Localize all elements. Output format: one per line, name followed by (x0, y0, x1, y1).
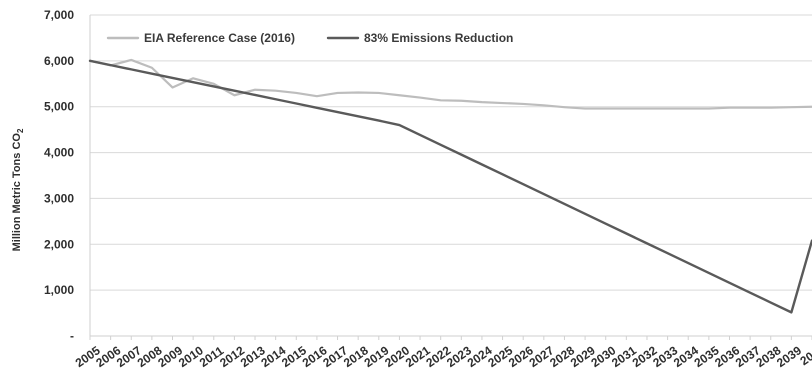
eia-reference-legend-label: EIA Reference Case (2016) (144, 31, 295, 45)
y-tick-label: 1,000 (44, 283, 74, 297)
y-axis-title-main: Million Metric Tons CO (11, 133, 23, 252)
series-layer (88, 58, 812, 314)
y-tick-label: 6,000 (44, 54, 74, 68)
x-axis: 2005200620072008200920102011201220132014… (73, 335, 812, 370)
y-tick-label: 7,000 (44, 8, 74, 22)
series-eia-reference-line (88, 58, 812, 110)
gridlines (90, 14, 812, 337)
series-emissions-reduction-line (88, 59, 812, 314)
y-tick-label: 4,000 (44, 146, 74, 160)
y-axis-title-subscript: 2 (16, 128, 25, 133)
y-tick-label: 5,000 (44, 100, 74, 114)
y-axis-title: Million Metric Tons CO2 (11, 128, 25, 251)
y-tick-label: 2,000 (44, 237, 74, 251)
y-axis-title-group: Million Metric Tons CO2 (11, 128, 25, 251)
y-axis: - 1,000 2,000 3,000 4,000 5,000 6,000 7,000 (44, 8, 91, 343)
y-tick-label: - (70, 329, 74, 343)
x-tick-label: 204 (797, 345, 812, 368)
emissions-reduction-legend-label: 83% Emissions Reduction (364, 31, 513, 45)
legend: EIA Reference Case (2016) 83% Emissions R… (106, 31, 513, 45)
y-tick-label: 3,000 (44, 191, 74, 205)
